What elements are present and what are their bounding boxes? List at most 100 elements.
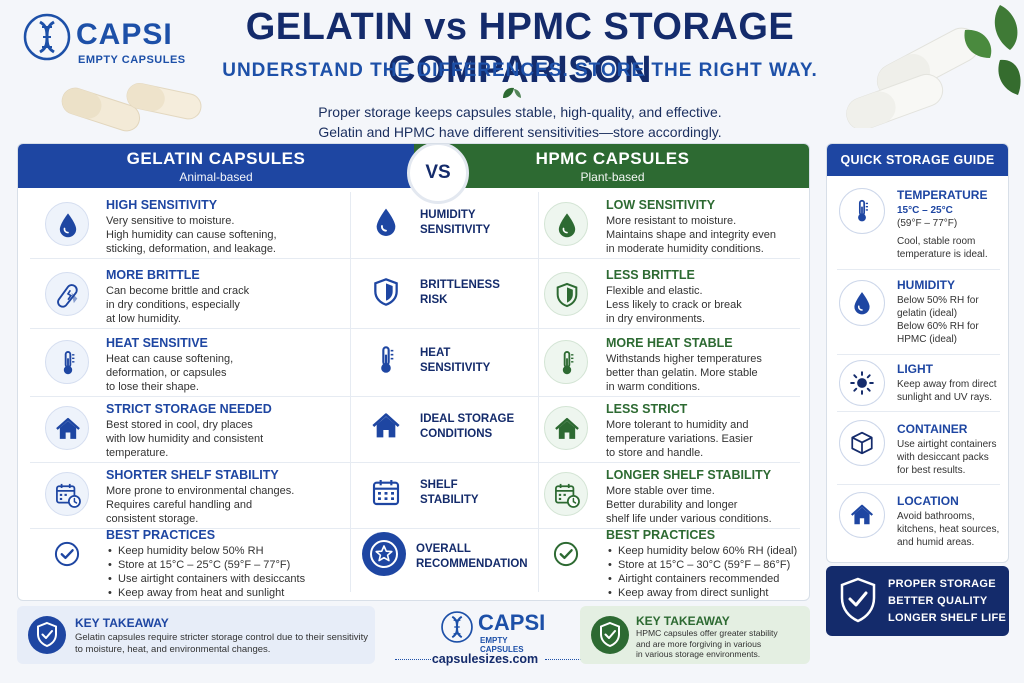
hpmc-row-body: Flexible and elastic. Less likely to crac… — [606, 284, 809, 326]
criterion-label: HEAT SENSITIVITY — [420, 346, 540, 376]
gelatin-row-body: Very sensitive to moisture. High humidity… — [106, 214, 311, 256]
criterion-line: STABILITY — [420, 494, 479, 506]
takeaway-line: to moisture, heat, and environmental cha… — [75, 644, 271, 655]
gelatin-row-line: deformation, or capsules — [106, 367, 227, 379]
sun-icon — [839, 360, 885, 406]
footer-brand-subtitle: EMPTY CAPSULES — [480, 636, 524, 654]
droplet-icon — [370, 206, 402, 238]
proper-line-2: BETTER QUALITY — [888, 595, 988, 607]
takeaway-hpmc-title: KEY TAKEAWAY — [636, 614, 730, 628]
star-badge-icon — [362, 532, 406, 576]
hpmc-title: HPMC CAPSULES — [535, 149, 690, 168]
guide-light-title: LIGHT — [897, 362, 933, 376]
divider — [837, 484, 1000, 485]
house-icon — [370, 410, 402, 442]
calendar-clock-icon — [544, 472, 588, 516]
hpmc-row-line: to store and handle. — [606, 447, 704, 459]
page-subtitle: UNDERSTAND THE DIFFERENCES. STORE THE RI… — [222, 60, 818, 81]
gelatin-row-line: in dry conditions, especially — [106, 299, 240, 311]
criterion-line: SENSITIVITY — [420, 224, 491, 236]
calendar-clock-icon — [45, 472, 89, 516]
shield-icon — [370, 276, 402, 308]
hpmc-row-line: in moderate humidity conditions. — [606, 243, 764, 255]
hpmc-subtitle: Plant-based — [580, 170, 645, 184]
guide-container-line: for best results. — [897, 465, 966, 476]
brand-subtitle: EMPTY CAPSULES — [78, 54, 186, 66]
divider — [837, 269, 1000, 270]
list-item: Keep away from heat and sunlight — [108, 586, 305, 600]
proper-line-1: PROPER STORAGE — [888, 578, 996, 590]
hpmc-row-line: More resistant to moisture. — [606, 215, 737, 227]
gelatin-row-line: Heat can cause softening, — [106, 353, 234, 365]
hpmc-row-line: Better durability and longer — [606, 499, 738, 511]
hpmc-row-line: in dry environments. — [606, 313, 706, 325]
gelatin-row-title: HEAT SENSITIVE — [106, 336, 208, 350]
guide-temperature-range-f: (59°F – 77°F) — [897, 218, 958, 229]
shield-check-icon — [591, 616, 629, 654]
divider — [837, 411, 1000, 412]
brand-logo[interactable]: CAPSI EMPTY CAPSULES — [22, 12, 202, 72]
hpmc-row-body: Withstands higher temperatures better tha… — [606, 352, 809, 394]
column-divider — [538, 192, 539, 592]
hpmc-row-line: in warm conditions. — [606, 381, 701, 393]
takeaway-line: Gelatin capsules require stricter storag… — [75, 632, 369, 643]
quick-storage-guide: QUICK STORAGE GUIDE TEMPERATURE 15°C – 2… — [826, 143, 1009, 563]
hpmc-row-line: More stable over time. — [606, 485, 715, 497]
guide-location-body: Avoid bathrooms, kitchens, heat sources,… — [897, 510, 1005, 549]
gelatin-row-line: consistent storage. — [106, 513, 199, 525]
gelatin-row-line: More prone to environmental changes. — [106, 485, 295, 497]
hpmc-row-title: LOW SENSITIVITY — [606, 198, 716, 212]
hpmc-row-line: Maintains shape and integrity even — [606, 229, 776, 241]
guide-container-body: Use airtight containers with desiccant p… — [897, 438, 1005, 477]
criterion-line: RISK — [420, 294, 448, 306]
gelatin-row-line: sticking, deformation, and leakage. — [106, 243, 276, 255]
criterion-line: SHELF — [420, 479, 458, 491]
gelatin-row-title: HIGH SENSITIVITY — [106, 198, 218, 212]
hpmc-best-practices-title: BEST PRACTICES — [606, 528, 716, 542]
guide-humidity-line: Below 60% RH for — [897, 321, 979, 332]
gelatin-row-line: to lose their shape. — [106, 381, 199, 393]
criterion-line: IDEAL STORAGE — [420, 413, 515, 425]
divider — [30, 396, 800, 397]
intro-text: Proper storage keeps capsules stable, hi… — [240, 102, 800, 142]
hpmc-header: HPMC CAPSULES Plant-based — [414, 144, 809, 188]
list-item: Keep humidity below 50% RH — [108, 544, 305, 558]
hpmc-row-title: MORE HEAT STABLE — [606, 336, 733, 350]
house-icon — [544, 406, 588, 450]
gelatin-row-line: with low humidity and consistent — [106, 433, 264, 445]
shield-check-icon — [840, 577, 876, 623]
guide-location-line: kitchens, heat sources, — [897, 524, 1000, 535]
leaves-decoration — [964, 5, 1021, 95]
gelatin-row-line: High humidity can cause softening, — [106, 229, 277, 241]
footer-logo[interactable]: CAPSI EMPTY CAPSULES — [440, 610, 550, 654]
guide-container-title: CONTAINER — [897, 422, 968, 436]
guide-light-body: Keep away from direct sunlight and UV ra… — [897, 378, 1005, 404]
box-icon — [839, 420, 885, 466]
thermometer-icon — [839, 188, 885, 234]
guide-light-line: Keep away from direct — [897, 379, 997, 390]
hpmc-row-line: temperature variations. Easier — [606, 433, 753, 445]
list-item: Keep away from direct sunlight — [608, 586, 797, 600]
shield-check-icon — [28, 616, 66, 654]
gelatin-title: GELATIN CAPSULES — [126, 149, 306, 168]
hpmc-row-body: More stable over time. Better durability … — [606, 484, 809, 526]
house-icon — [45, 406, 89, 450]
divider — [30, 328, 800, 329]
website-link[interactable]: capsulesizes.com — [431, 652, 539, 666]
brand-name: CAPSI — [76, 18, 173, 51]
gelatin-row-title: MORE BRITTLE — [106, 268, 200, 282]
hpmc-row-line: shelf life under various conditions. — [606, 513, 772, 525]
guide-title: QUICK STORAGE GUIDE — [827, 144, 1008, 176]
droplet-icon — [544, 202, 588, 246]
dna-logo-icon — [22, 12, 72, 62]
criterion-label: OVERALL RECOMMENDATION — [416, 542, 536, 572]
gelatin-row-line: Very sensitive to moisture. — [106, 215, 235, 227]
gelatin-row-body: Can become brittle and crack in dry condi… — [106, 284, 311, 326]
column-divider — [350, 192, 351, 592]
list-item: Store at 15°C – 30°C (59°F – 86°F) — [608, 558, 797, 572]
list-item: Airtight containers recommended — [608, 572, 797, 586]
gelatin-row-title: STRICT STORAGE NEEDED — [106, 402, 272, 416]
takeaway-line: and are more forgiving in various — [636, 638, 762, 649]
hpmc-row-title: LESS STRICT — [606, 402, 688, 416]
list-item: Store at 15°C – 25°C (59°F – 77°F) — [108, 558, 305, 572]
